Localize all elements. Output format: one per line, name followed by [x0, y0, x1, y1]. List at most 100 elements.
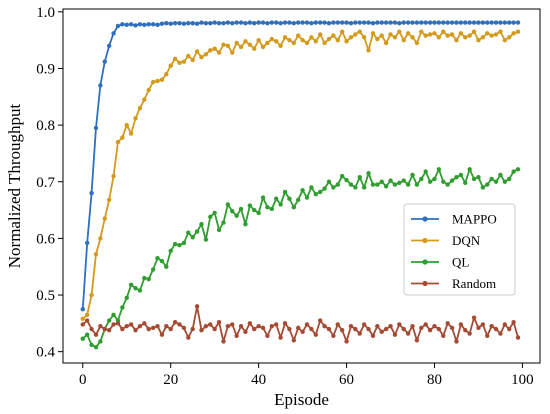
- data-point-mappo: [137, 22, 143, 27]
- data-point-dqn: [485, 31, 490, 36]
- data-point-mappo: [300, 20, 305, 25]
- data-point-ql: [449, 178, 455, 183]
- data-point-random: [414, 338, 420, 343]
- data-point-random: [252, 326, 257, 332]
- data-point-dqn: [498, 29, 503, 34]
- data-point-mappo: [344, 20, 349, 25]
- data-point-random: [383, 326, 389, 332]
- data-point-mappo: [111, 31, 116, 36]
- data-point-random: [106, 327, 112, 333]
- data-point-mappo: [221, 20, 226, 26]
- data-point-dqn: [230, 50, 235, 55]
- data-point-mappo: [397, 20, 402, 26]
- data-point-dqn: [247, 42, 253, 47]
- data-point-dqn: [137, 105, 143, 111]
- data-point-dqn: [489, 33, 494, 38]
- data-point-random: [98, 323, 103, 329]
- data-point-mappo: [243, 20, 248, 26]
- data-point-random: [225, 323, 231, 329]
- data-point-ql: [405, 182, 411, 187]
- data-point-ql: [471, 176, 477, 182]
- data-point-mappo: [142, 22, 147, 28]
- data-point-random: [124, 323, 129, 329]
- data-point-random: [335, 322, 340, 327]
- data-point-dqn: [252, 46, 257, 51]
- data-point-dqn: [383, 40, 389, 46]
- data-point-dqn: [177, 60, 182, 66]
- data-point-mappo: [388, 20, 393, 25]
- data-point-dqn: [476, 37, 481, 43]
- data-point-random: [172, 320, 178, 325]
- series-line-random: [82, 305, 519, 343]
- data-point-random: [274, 322, 279, 327]
- data-point-random: [441, 333, 446, 339]
- data-point-ql: [106, 318, 112, 323]
- data-point-mappo: [84, 240, 90, 246]
- data-point-mappo: [172, 20, 178, 26]
- data-point-ql: [120, 305, 125, 310]
- legend-swatch-marker: [422, 216, 428, 222]
- data-point-random: [102, 326, 107, 332]
- data-point-dqn: [89, 292, 94, 298]
- data-point-mappo: [252, 20, 257, 26]
- data-point-ql: [260, 195, 266, 200]
- data-point-ql: [348, 182, 354, 187]
- data-point-dqn: [181, 59, 187, 64]
- data-point-dqn: [234, 40, 239, 46]
- data-point-ql: [146, 276, 151, 282]
- data-point-random: [291, 338, 297, 343]
- data-point-ql: [124, 295, 129, 301]
- data-point-ql: [410, 172, 415, 178]
- data-point-dqn: [172, 56, 178, 62]
- data-point-ql: [181, 240, 187, 246]
- data-point-dqn: [159, 77, 165, 83]
- data-point-ql: [414, 182, 420, 187]
- legend-label: Random: [452, 276, 496, 291]
- x-tick-label: 40: [251, 372, 266, 388]
- data-point-dqn: [423, 33, 428, 38]
- data-point-ql: [155, 256, 160, 261]
- series-line-dqn: [82, 30, 519, 320]
- data-point-dqn: [313, 39, 318, 44]
- data-point-dqn: [150, 79, 156, 85]
- data-point-mappo: [445, 20, 450, 25]
- data-point-random: [168, 326, 173, 332]
- y-axis-label: Normalized Throughput: [5, 104, 24, 269]
- data-point-mappo: [164, 20, 169, 26]
- data-point-random: [331, 333, 336, 339]
- data-point-dqn: [331, 33, 336, 38]
- data-point-ql: [326, 179, 332, 184]
- series-layer: [80, 20, 521, 350]
- data-point-random: [120, 326, 125, 332]
- data-point-ql: [177, 242, 182, 248]
- data-point-mappo: [128, 22, 134, 27]
- data-point-dqn: [282, 35, 288, 40]
- data-point-ql: [93, 344, 99, 350]
- data-point-ql: [194, 229, 200, 234]
- data-point-ql: [485, 182, 490, 187]
- data-point-ql: [247, 203, 253, 208]
- data-point-random: [208, 322, 213, 327]
- data-point-random: [419, 325, 424, 331]
- data-point-dqn: [133, 116, 138, 121]
- data-point-mappo: [348, 20, 354, 26]
- data-point-ql: [199, 222, 204, 227]
- data-point-mappo: [317, 20, 323, 25]
- data-point-random: [199, 327, 204, 333]
- data-point-dqn: [124, 122, 129, 128]
- data-point-mappo: [106, 43, 112, 49]
- data-point-ql: [164, 264, 169, 269]
- data-point-random: [458, 322, 464, 327]
- data-point-random: [287, 326, 292, 332]
- x-tick-label: 80: [427, 372, 442, 388]
- data-point-dqn: [493, 32, 499, 37]
- data-point-mappo: [335, 20, 340, 25]
- data-point-random: [243, 329, 248, 335]
- data-point-random: [247, 321, 253, 326]
- data-point-ql: [208, 214, 213, 220]
- legend-item-mappo: MAPPO: [411, 212, 497, 227]
- data-point-ql: [243, 222, 248, 227]
- data-point-mappo: [485, 20, 490, 25]
- data-point-random: [476, 325, 481, 331]
- data-point-dqn: [471, 29, 477, 34]
